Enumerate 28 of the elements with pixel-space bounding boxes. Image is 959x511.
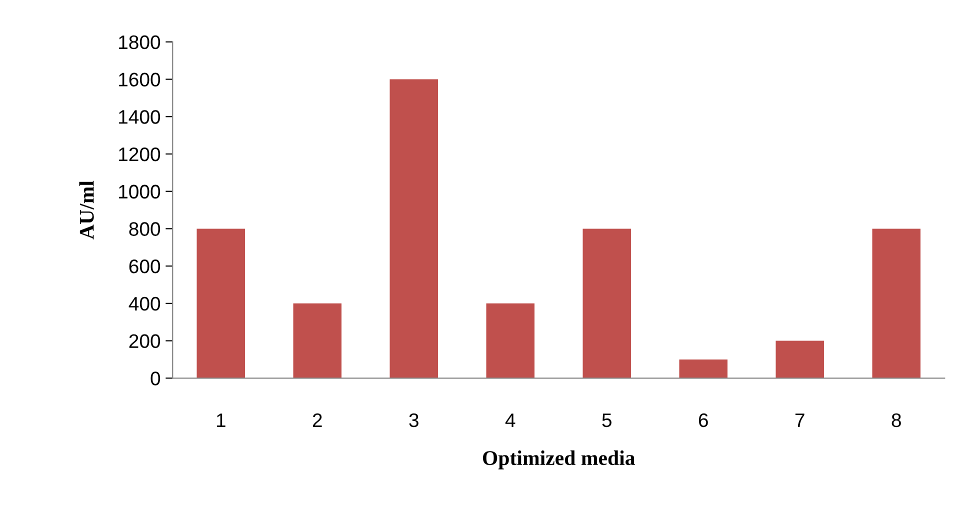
y-tick-label: 1200 bbox=[119, 147, 160, 162]
y-tick-label: 400 bbox=[128, 296, 160, 311]
y-tick-label: 800 bbox=[129, 222, 160, 236]
x-tick-label: 8 bbox=[892, 413, 901, 428]
x-tick-label: 3 bbox=[409, 413, 418, 428]
bar bbox=[776, 340, 824, 378]
y-tick-label: 1400 bbox=[119, 110, 160, 124]
x-axis-title: Optimized media bbox=[482, 450, 635, 470]
y-tick-label: 0 bbox=[150, 372, 160, 386]
bar bbox=[872, 228, 920, 378]
y-tick-label: 1800 bbox=[119, 35, 160, 50]
y-tick-label: 600 bbox=[129, 260, 160, 274]
bar bbox=[582, 228, 631, 378]
bar bbox=[390, 79, 438, 378]
bar bbox=[196, 228, 245, 378]
bar bbox=[293, 303, 342, 378]
x-tick-label: 2 bbox=[312, 413, 322, 427]
y-tick-label: 1000 bbox=[119, 184, 160, 199]
y-tick-label: 1600 bbox=[119, 72, 160, 86]
bar bbox=[679, 359, 728, 378]
y-axis-title: AU/ml bbox=[79, 180, 94, 240]
y-tick-label: 200 bbox=[129, 334, 160, 348]
x-tick-label: 6 bbox=[698, 413, 708, 428]
x-tick-label: 4 bbox=[505, 414, 516, 427]
x-tick-label: 5 bbox=[602, 414, 612, 428]
x-tick-label: 7 bbox=[795, 414, 804, 427]
bar bbox=[486, 303, 534, 378]
x-tick-label: 1 bbox=[216, 414, 226, 427]
